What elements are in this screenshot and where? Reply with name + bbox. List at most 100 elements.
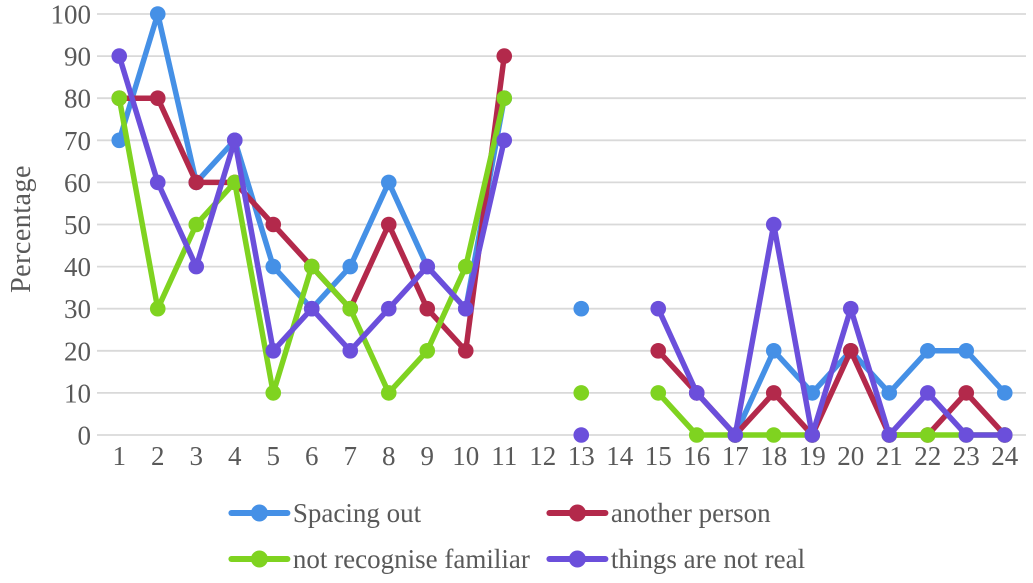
y-tick-label: 100 (51, 0, 92, 30)
x-tick-label: 9 (421, 441, 435, 471)
x-tick-label: 4 (228, 441, 242, 471)
data-point (958, 385, 975, 401)
data-point (226, 174, 243, 191)
legend-item-things-are-not-real: things are not real (545, 543, 806, 574)
legend-line-marker-icon (227, 550, 290, 568)
data-point (573, 385, 590, 401)
data-point (188, 174, 205, 191)
data-point (419, 300, 436, 317)
data-point (804, 385, 821, 401)
data-point (650, 343, 667, 359)
x-tick-label: 3 (190, 441, 204, 471)
data-point (804, 427, 821, 443)
series-line (655, 221, 1008, 438)
x-tick-label: 2 (151, 441, 165, 471)
data-point (765, 216, 782, 233)
chart-legend: Spacing out another person not recognise f… (227, 497, 806, 574)
x-tick-label: 12 (529, 441, 556, 471)
data-point (149, 90, 166, 106)
legend-label: things are not real (610, 543, 806, 574)
legend-label: another person (610, 497, 771, 528)
data-point (380, 385, 397, 401)
data-point (188, 216, 205, 233)
data-point (650, 385, 667, 401)
legend-line-marker-icon (545, 504, 608, 522)
data-point (842, 343, 859, 359)
data-point (457, 343, 474, 359)
legend-item-spacing-out: Spacing out (227, 497, 546, 528)
data-point (496, 90, 513, 106)
x-tick-label: 21 (876, 441, 903, 471)
y-tick-label: 90 (64, 42, 91, 72)
data-point (688, 385, 705, 401)
data-point (457, 258, 474, 275)
data-point (265, 385, 282, 401)
x-tick-label: 13 (568, 441, 595, 471)
y-tick-label: 30 (64, 294, 91, 324)
legend-dot-icon (250, 550, 268, 568)
data-point (111, 132, 128, 149)
x-tick-label: 7 (344, 441, 358, 471)
legend-item-another-person: another person (545, 497, 805, 528)
data-point (919, 427, 936, 443)
data-point (111, 90, 128, 106)
x-tick-label: 23 (953, 441, 980, 471)
x-tick-label: 5 (267, 441, 281, 471)
series-things-are-not-real (111, 48, 1013, 443)
data-point (573, 427, 590, 443)
legend-dot-icon (250, 504, 268, 522)
legend-dot-icon (568, 550, 586, 568)
x-tick-label: 17 (722, 441, 749, 471)
data-point (765, 427, 782, 443)
y-tick-label: 70 (64, 126, 91, 156)
y-tick-label: 10 (64, 378, 91, 408)
x-tick-label: 14 (606, 441, 634, 471)
data-point (419, 343, 436, 359)
x-tick-label: 1 (113, 441, 127, 471)
x-tick-label: 20 (837, 441, 864, 471)
data-point (457, 300, 474, 317)
legend-item-not-recognise-familiar: not recognise familiar (227, 544, 546, 574)
data-point (342, 258, 359, 275)
data-point (342, 343, 359, 359)
legend-line-marker-icon (227, 504, 290, 522)
legend-label: Spacing out (292, 497, 422, 528)
x-tick-label: 22 (914, 441, 941, 471)
y-tick-label: 50 (64, 210, 91, 240)
x-tick-label: 6 (305, 441, 319, 471)
data-point (380, 174, 397, 191)
data-point (188, 258, 205, 275)
data-point (380, 216, 397, 233)
y-tick-label: 60 (64, 168, 91, 198)
x-tick-label: 11 (491, 441, 517, 471)
y-tick-label: 40 (64, 252, 91, 282)
data-point (303, 258, 320, 275)
x-tick-label: 19 (799, 441, 826, 471)
data-point (265, 258, 282, 275)
legend-dot-icon (568, 504, 586, 522)
data-point (881, 427, 898, 443)
data-point (226, 132, 243, 149)
data-point (111, 48, 128, 64)
x-tick-label: 18 (760, 441, 787, 471)
data-point (650, 300, 667, 317)
x-tick-label: 8 (382, 441, 396, 471)
legend-line-marker-icon (545, 550, 608, 568)
data-point (265, 343, 282, 359)
data-point (881, 385, 898, 401)
data-point (342, 300, 359, 317)
data-point (842, 300, 859, 317)
data-point (149, 6, 166, 22)
data-point (149, 174, 166, 191)
data-point (765, 385, 782, 401)
data-point (688, 427, 705, 443)
data-point (496, 48, 513, 64)
data-point (765, 343, 782, 359)
data-point (303, 300, 320, 317)
x-tick-label: 15 (645, 441, 672, 471)
data-point (958, 343, 975, 359)
y-tick-label: 0 (78, 421, 92, 451)
x-tick-label: 10 (452, 441, 479, 471)
